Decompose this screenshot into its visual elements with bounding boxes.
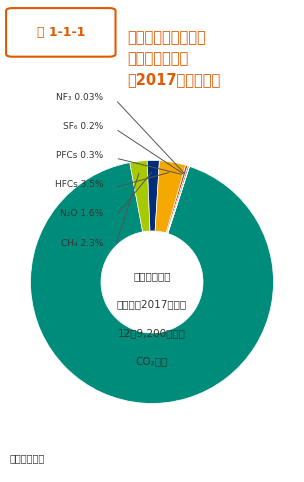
Text: 日本が排出する温室
効果ガスの内訳
（2017年単年度）: 日本が排出する温室 効果ガスの内訳 （2017年単年度） [128,30,221,87]
Text: CH₄ 2.3%: CH₄ 2.3% [61,239,103,248]
Text: SF₆ 0.2%: SF₆ 0.2% [63,122,103,131]
FancyBboxPatch shape [6,8,116,57]
Wedge shape [166,165,188,233]
Wedge shape [147,161,159,231]
Text: N₂O 1.6%: N₂O 1.6% [60,210,103,218]
Text: HFCs 3.5%: HFCs 3.5% [55,180,103,189]
Wedge shape [30,162,274,403]
Wedge shape [130,161,150,232]
Text: 12億9,200万トン: 12億9,200万トン [118,328,186,338]
Wedge shape [167,166,189,233]
Text: 92.1%: 92.1% [130,468,174,481]
Text: CO₂: CO₂ [140,440,164,453]
Text: PFCs 0.3%: PFCs 0.3% [56,151,103,160]
Text: 排出量（2017年度）: 排出量（2017年度） [117,299,187,309]
Text: NF₃ 0.03%: NF₃ 0.03% [56,93,103,102]
Wedge shape [168,166,189,233]
Text: 図 1-1-1: 図 1-1-1 [36,26,85,39]
Text: CO₂換算: CO₂換算 [136,356,168,366]
Text: 資料：環境省: 資料：環境省 [9,453,44,463]
Text: 温室効果ガス: 温室効果ガス [133,271,171,281]
Wedge shape [155,161,186,233]
